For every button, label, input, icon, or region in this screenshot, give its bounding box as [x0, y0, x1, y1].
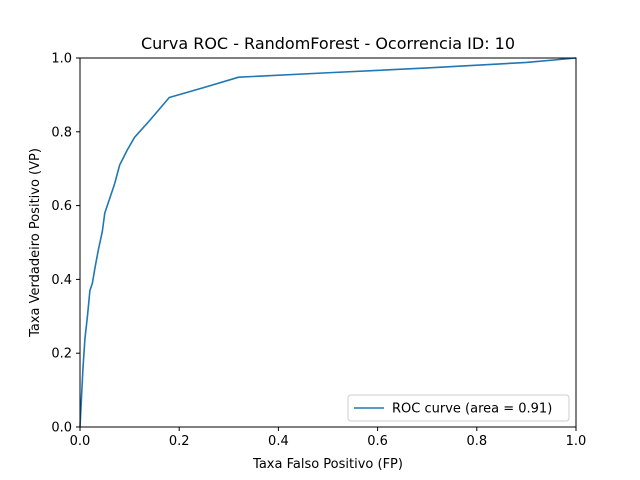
series-layer — [79, 57, 577, 428]
legend: ROC curve (area = 0.91) — [347, 394, 570, 422]
x-tick-label: 0.6 — [367, 434, 388, 449]
y-tick-label: 0.2 — [51, 347, 72, 362]
legend-label: ROC curve (area = 0.91) — [392, 402, 552, 417]
x-axis-label: Taxa Falso Positivo (FP) — [252, 457, 403, 472]
axis-layer: 0.0 0.2 0.4 0.6 0.8 1.0 0.0 0.2 0.4 0.6 0.8 1.0 — [51, 52, 586, 450]
plot-frame — [79, 57, 577, 428]
x-tick-label: 0.0 — [70, 434, 91, 449]
chart-title: Curva ROC - RandomForest - Ocorrencia ID… — [141, 34, 515, 53]
y-tick-label: 1.0 — [51, 52, 72, 67]
y-tick-label: 0.4 — [51, 273, 72, 288]
plot-area — [80, 58, 576, 427]
x-tick-label: 0.4 — [268, 434, 289, 449]
y-tick-label: 0.8 — [51, 125, 72, 140]
x-tick-label: 0.8 — [466, 434, 487, 449]
roc-curve-line — [79, 57, 577, 428]
x-tick-label: 1.0 — [566, 434, 587, 449]
y-tick-label: 0.0 — [51, 421, 72, 436]
y-tick-label: 0.6 — [51, 199, 72, 214]
y-axis-label: Taxa Verdadeiro Positivo (VP) — [28, 148, 43, 338]
x-tick-label: 0.2 — [169, 434, 190, 449]
legend-box — [347, 394, 570, 422]
